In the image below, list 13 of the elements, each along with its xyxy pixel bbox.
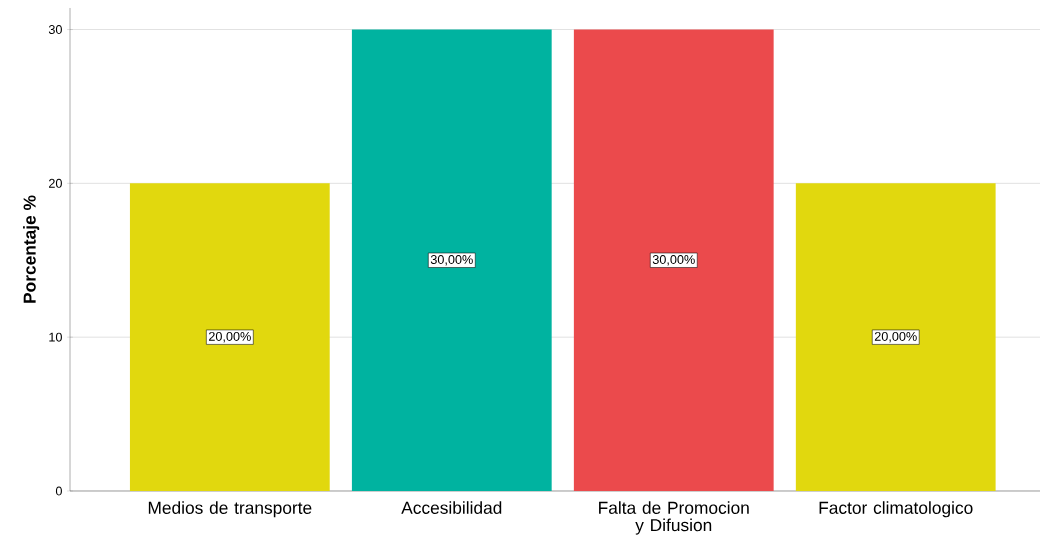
data-label: 30,00% [652,255,695,266]
data-label: 30,00% [430,255,473,266]
data-label: 20,00% [208,331,251,343]
y-tick-label: 10 [49,332,62,342]
x-tick-label: Medios de transporte [148,501,312,518]
x-tick-label: Falta de Promocion y Difusion [599,501,749,535]
x-tick-label: Accesibilidad [401,501,502,514]
x-tick-label: Factor climatologico [819,501,973,518]
y-tick-label: 0 [55,486,62,496]
y-axis-title: Porcentaje % [23,195,40,303]
y-tick-label: 30 [48,25,62,35]
data-label: 20,00% [874,331,917,343]
y-tick-label: 20 [48,178,62,188]
